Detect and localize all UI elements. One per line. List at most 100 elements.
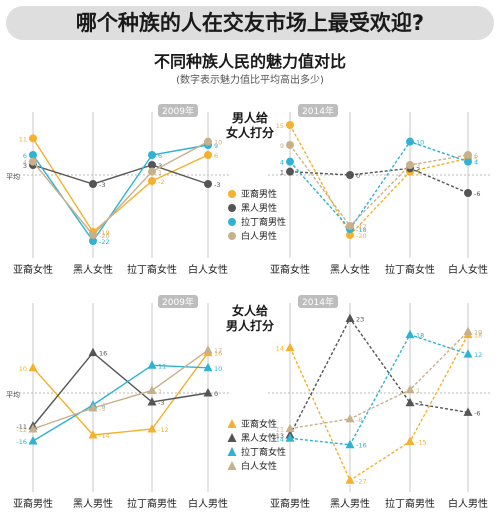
bottom-right-category-label-3: 白人男性: [448, 497, 488, 510]
top-left-data-label-white-0: 4: [23, 159, 27, 167]
top-left-point-white-2: [148, 167, 156, 176]
top-right-data-label-asian-3: 5: [474, 155, 478, 163]
bottom-left-point-white-0: [28, 424, 38, 433]
bottom-right-data-label-asian-0: 14: [276, 345, 284, 353]
bottom-right-data-label-white-2: 1: [416, 387, 420, 395]
top-right-category-label-1: 黑人女性: [330, 263, 370, 276]
bottom-left-data-label-black-3: 0: [214, 390, 218, 398]
bottom-right-series-line-asian: [289, 334, 469, 482]
bottom-left-category-label-2: 拉丁裔男性: [127, 497, 177, 510]
bottom-right-category-label-1: 黑人男性: [330, 497, 370, 510]
bottom-left-point-latino-0: [28, 436, 38, 445]
bottom-right-point-white-1: [345, 413, 355, 423]
top-right-data-label-latino-1: -18: [356, 226, 367, 234]
bottom-right-point-asian-0: [285, 342, 295, 352]
top-left-data-label-black-2: 3: [158, 162, 162, 170]
legend-2-marker-black: [227, 433, 237, 442]
bottom-left-data-label-latino-0: -16: [16, 438, 27, 446]
bottom-left-baseline-label: 平均: [6, 390, 20, 399]
bottom-left-point-asian-1: [88, 430, 98, 439]
bottom-right-data-label-asian-3: 18: [474, 332, 482, 340]
top-right-data-label-black-3: -6: [474, 190, 480, 198]
bottom-left-data-label-white-0: -12: [16, 426, 27, 434]
top-right-point-latino-0: [286, 157, 294, 166]
top-right-point-latino-2: [406, 137, 414, 146]
legend-2-item-black: 黑人女性: [241, 432, 277, 444]
legend-2-title-line-1: 男人打分: [226, 318, 274, 333]
bottom-right-data-label-black-1: 23: [356, 315, 364, 323]
top-right-category-label-2: 拉丁裔女性: [385, 263, 435, 276]
top-left-data-label-latino-2: 6: [158, 152, 162, 160]
top-left-point-black-1: [89, 180, 97, 188]
legend-1-item-asian: 亚裔男性: [241, 188, 277, 200]
top-right-series-line-black: [289, 167, 469, 194]
bottom-left-data-label-asian-1: -14: [99, 432, 110, 440]
legend-1-item-white: 白人男性: [241, 230, 277, 242]
top-left-data-label-black-1: -3: [99, 181, 105, 189]
bottom-left-point-black-2: [147, 397, 157, 406]
top-left-data-label-asian-1: -19: [99, 229, 110, 237]
top-right-data-label-black-2: 2: [416, 165, 420, 173]
title-banner: 哪个种族的人在交友市场上最受欢迎?: [6, 6, 494, 40]
bottom-left-year-label: 2009年: [162, 296, 194, 308]
bottom-right-point-black-2: [405, 397, 415, 407]
top-right-point-black-3: [464, 189, 472, 197]
bottom-right-data-label-latino-3: 12: [474, 351, 482, 359]
top-right-data-label-asian-2: 1: [416, 169, 420, 177]
top-right-category-label-0: 亚裔女性: [270, 263, 310, 276]
top-right-point-black-0: [286, 167, 294, 176]
legend-1-marker-asian: [228, 190, 236, 198]
legend-1-title-line-0: 男人给: [232, 110, 268, 125]
top-left-point-white-3: [204, 137, 212, 146]
top-right-point-white-0: [286, 141, 294, 149]
top-left-data-label-white-1: -20: [99, 232, 110, 240]
bottom-right-data-label-black-0: -13: [273, 432, 284, 440]
top-left-data-label-asian-2: -2: [158, 178, 164, 186]
bottom-right-point-black-1: [345, 313, 355, 322]
top-right-data-label-asian-1: -20: [356, 232, 367, 240]
bottom-left-data-label-black-1: 16: [99, 350, 107, 358]
top-right-data-label-white-1: -17: [356, 223, 367, 231]
bottom-left-point-asian-0: [28, 362, 38, 372]
bottom-right-data-label-latino-0: -14: [273, 435, 284, 443]
top-left-series-line-asian: [32, 137, 209, 234]
bottom-left-data-label-black-0: -11: [16, 423, 27, 431]
bottom-left-category-label-1: 黑人男性: [73, 497, 113, 510]
legend-2-marker-asian: [227, 419, 237, 428]
top-left-data-label-latino-1: -22: [99, 238, 110, 246]
top-left-data-label-asian-0: 11: [19, 135, 27, 143]
top-left-data-label-black-3: -3: [214, 181, 220, 189]
legend-1-item-latino: 拉丁裔男性: [241, 216, 286, 228]
bottom-right-point-latino-1: [345, 439, 355, 449]
legend-2-marker-white: [227, 461, 237, 470]
bottom-left-series-line-black: [32, 351, 209, 427]
chart-subtitle: 不同种族人民的魅力值对比: [153, 52, 346, 71]
top-left-category-label-0: 亚裔女性: [13, 263, 53, 276]
bottom-right-data-label-black-2: -3: [416, 400, 422, 408]
top-right-data-label-white-3: 6: [474, 152, 478, 160]
top-left-series-line-white: [32, 141, 209, 237]
bottom-left-series-line-latino: [32, 364, 209, 442]
bottom-right-data-label-asian-1: -27: [356, 477, 367, 485]
bottom-right-point-white-0: [285, 423, 295, 433]
bottom-left-point-black-1: [88, 347, 98, 357]
bottom-left-data-label-white-3: 17: [214, 347, 222, 355]
top-left-category-label-2: 拉丁裔女性: [127, 263, 177, 276]
bottom-right-point-latino-2: [405, 329, 415, 339]
bottom-left-series-line-white: [32, 349, 209, 430]
bottom-left-data-label-asian-2: -12: [158, 426, 169, 434]
top-left-data-label-latino-3: 9: [214, 142, 218, 150]
top-right-point-white-2: [406, 161, 414, 169]
top-left-year-label: 2009年: [162, 105, 194, 117]
top-left-data-label-white-2: 1: [158, 169, 162, 177]
legend-1-title-line-1: 女人打分: [226, 125, 274, 140]
top-right-year-label: 2014年: [302, 105, 334, 117]
top-right-data-label-black-0: 1: [280, 169, 284, 177]
bottom-right-point-white-2: [405, 384, 415, 394]
bottom-left-data-label-asian-0: 10: [19, 365, 27, 373]
bottom-left-data-label-latino-1: -4: [99, 402, 105, 410]
page-title: 哪个种族的人在交友市场上最受欢迎?: [75, 11, 425, 35]
bottom-right-category-label-2: 拉丁裔男性: [385, 497, 435, 510]
top-right-data-label-black-1: 0: [356, 172, 360, 180]
